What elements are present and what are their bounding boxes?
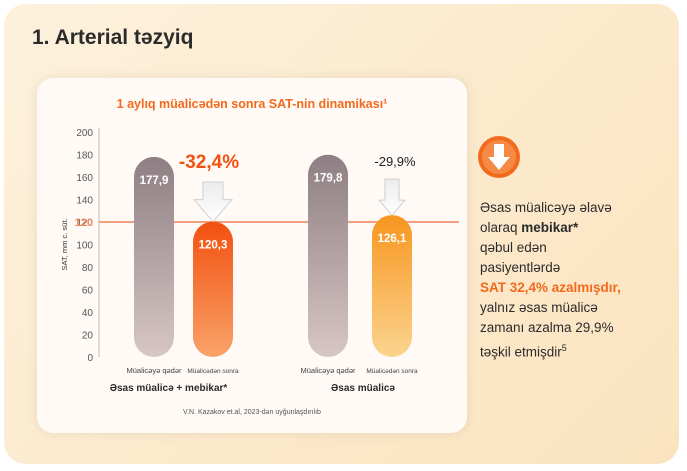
summary-line-8-text: təşkil etmişdir	[480, 344, 562, 360]
bar-value-label: 177,9	[140, 175, 169, 187]
summary-line-2-text: olaraq	[480, 220, 522, 235]
summary-line-2: olaraq mebikar*	[480, 218, 670, 238]
change-arrow	[192, 181, 234, 223]
y-tick-label: 120	[76, 218, 93, 229]
change-label: -29,9%	[374, 154, 416, 169]
summary-line-8: təşkil etmişdir5	[480, 338, 670, 363]
footnote-marker: 5	[561, 343, 567, 353]
bar	[134, 156, 174, 357]
x-category-label: Müalicəyə qədər	[126, 366, 182, 375]
y-tick-label: 140	[76, 196, 93, 207]
summary-line-4: pasiyentlərdə	[480, 260, 561, 275]
x-category-label: Müalicədən sonra	[187, 368, 239, 375]
y-tick-label: 0	[87, 353, 93, 364]
change-arrow	[377, 178, 407, 216]
y-tick-label: 200	[76, 128, 93, 139]
summary-line-1: Əsas müalicəyə əlavə	[480, 200, 612, 215]
y-tick-label: 40	[82, 308, 94, 319]
page-title: 1. Arterial təzyiq	[32, 26, 194, 49]
summary-line-6: yalnız əsas müalicə	[480, 300, 598, 315]
y-tick-label: 100	[76, 241, 93, 252]
bar	[308, 154, 348, 357]
y-tick-label: 20	[82, 331, 94, 342]
down-arrow-circle-icon	[478, 136, 520, 178]
y-tick-label: 60	[82, 286, 94, 297]
y-axis-label: SAT, mm c. süt.	[60, 219, 69, 271]
summary-line-3: qəbul edən	[480, 240, 547, 255]
source-note: V.N. Kazakov et.al, 2023-dən uyğunlaşdır…	[183, 409, 321, 416]
x-category-label: Müalicəyə qədər	[300, 366, 356, 375]
bar	[372, 215, 412, 357]
y-tick-label: 160	[76, 173, 93, 184]
bar-value-label: 179,8	[314, 173, 343, 185]
summary-drug-name: mebikar*	[521, 220, 579, 235]
reference-line-label: 120	[75, 217, 93, 229]
change-label: -32,4%	[179, 152, 239, 173]
y-tick-label: 180	[76, 151, 93, 162]
summary-text: Əsas müalicəyə əlavə olaraq mebikar* qəb…	[480, 198, 670, 363]
summary-highlight: SAT 32,4% azalmışdır,	[480, 280, 621, 295]
bar	[193, 221, 233, 357]
group-label: Əsas müalicə + mebikar*	[110, 383, 228, 394]
y-tick-label: 80	[82, 263, 94, 274]
x-category-label: Müalicədən sonra	[366, 368, 418, 375]
bar-value-label: 120,3	[199, 240, 228, 252]
bar-value-label: 126,1	[378, 233, 407, 245]
summary-line-7: zamanı azalma 29,9%	[480, 320, 614, 335]
chart-card: 1 aylıq müalicədən sonra SAT-nin dinamik…	[37, 78, 467, 433]
group-label: Əsas müalicə	[331, 383, 395, 394]
chart: 1 aylıq müalicədən sonra SAT-nin dinamik…	[60, 97, 459, 416]
chart-title: 1 aylıq müalicədən sonra SAT-nin dinamik…	[117, 97, 388, 111]
